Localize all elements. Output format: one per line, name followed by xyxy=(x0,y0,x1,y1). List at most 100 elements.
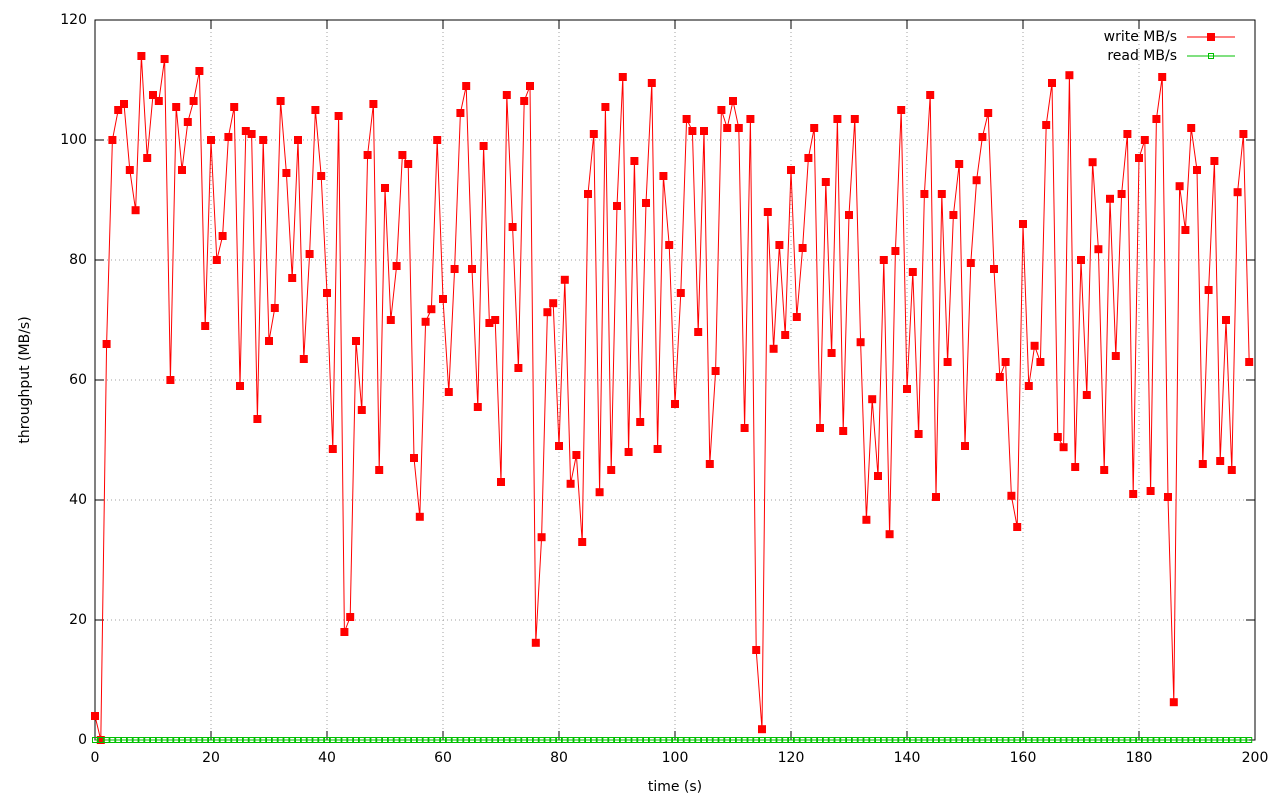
y-tick-label: 20 xyxy=(69,612,87,628)
point-marker xyxy=(647,79,656,87)
point-marker xyxy=(144,737,151,743)
point-marker xyxy=(381,184,389,192)
point-marker xyxy=(300,737,307,743)
point-marker xyxy=(329,737,336,743)
point-marker xyxy=(404,160,413,168)
point-marker xyxy=(520,97,529,105)
point-marker xyxy=(1043,737,1050,743)
point-marker xyxy=(1228,737,1235,743)
point-marker xyxy=(202,737,209,743)
point-marker xyxy=(502,91,511,99)
y-axis-title: throughput (MB/s) xyxy=(17,316,33,443)
point-marker xyxy=(1198,460,1207,468)
x-tick-label: 200 xyxy=(1242,750,1269,766)
point-marker xyxy=(208,737,214,743)
point-marker xyxy=(886,737,893,743)
point-marker xyxy=(602,737,609,743)
point-marker xyxy=(1140,136,1149,144)
point-marker xyxy=(1078,737,1084,743)
point-marker xyxy=(1117,190,1126,198)
point-marker xyxy=(752,646,761,654)
point-marker xyxy=(625,737,632,743)
point-marker xyxy=(688,127,697,135)
point-marker xyxy=(706,737,713,743)
point-marker xyxy=(729,97,737,105)
point-marker xyxy=(846,737,852,743)
point-marker xyxy=(984,109,993,117)
point-marker xyxy=(705,460,714,468)
point-marker xyxy=(213,737,220,743)
point-marker xyxy=(178,166,186,174)
point-marker xyxy=(856,338,865,347)
point-marker xyxy=(630,157,639,165)
point-marker xyxy=(1049,737,1055,743)
point-marker xyxy=(1193,166,1201,174)
point-marker xyxy=(416,737,423,743)
point-marker xyxy=(276,97,285,105)
point-marker xyxy=(573,737,580,743)
point-marker xyxy=(857,737,864,743)
point-marker xyxy=(718,737,725,743)
point-marker xyxy=(103,737,110,743)
point-marker xyxy=(1175,182,1184,191)
point-marker xyxy=(798,244,807,252)
point-marker xyxy=(1152,115,1161,123)
x-tick-label: 180 xyxy=(1126,750,1153,766)
point-marker xyxy=(1182,737,1189,743)
point-marker xyxy=(1124,737,1131,743)
point-marker xyxy=(363,151,372,159)
point-marker xyxy=(816,424,824,432)
point-marker xyxy=(456,109,465,117)
point-marker xyxy=(1030,341,1039,350)
point-marker xyxy=(1233,188,1242,197)
point-marker xyxy=(1007,491,1016,500)
point-marker xyxy=(1216,457,1225,465)
point-marker xyxy=(769,344,778,353)
point-marker xyxy=(730,737,736,743)
point-marker xyxy=(1181,226,1190,234)
point-marker xyxy=(254,737,261,743)
point-marker xyxy=(370,737,377,743)
point-marker xyxy=(526,82,534,90)
point-marker xyxy=(155,737,162,743)
point-marker xyxy=(891,247,900,255)
point-marker xyxy=(347,737,354,743)
point-marker xyxy=(358,737,365,743)
point-marker xyxy=(382,737,388,743)
point-marker xyxy=(822,737,829,743)
series-line xyxy=(94,55,1250,741)
point-marker xyxy=(579,737,586,743)
point-marker xyxy=(763,208,772,216)
point-marker xyxy=(108,136,117,144)
point-marker xyxy=(440,737,446,743)
point-marker xyxy=(1234,737,1241,743)
point-marker xyxy=(311,106,320,114)
point-marker xyxy=(950,737,957,743)
point-marker xyxy=(1147,737,1154,743)
point-marker xyxy=(764,737,771,743)
point-marker xyxy=(497,478,505,486)
legend-marker xyxy=(1208,53,1214,59)
point-marker xyxy=(427,305,436,314)
point-marker xyxy=(1037,737,1044,743)
point-marker xyxy=(109,737,116,743)
point-marker xyxy=(631,737,638,743)
point-marker xyxy=(131,206,140,215)
point-marker xyxy=(115,737,122,743)
point-marker xyxy=(415,512,424,521)
point-marker xyxy=(759,737,765,743)
point-marker xyxy=(810,124,819,132)
point-marker xyxy=(318,737,325,743)
point-marker xyxy=(862,515,871,524)
point-marker xyxy=(288,274,297,282)
point-marker xyxy=(1164,493,1172,501)
point-marker xyxy=(839,427,848,435)
point-marker xyxy=(462,82,471,90)
point-marker xyxy=(121,737,127,743)
point-marker xyxy=(1059,443,1068,452)
point-marker xyxy=(1024,382,1033,390)
point-marker xyxy=(683,737,690,743)
point-marker xyxy=(1188,737,1195,743)
point-marker xyxy=(1246,737,1253,743)
